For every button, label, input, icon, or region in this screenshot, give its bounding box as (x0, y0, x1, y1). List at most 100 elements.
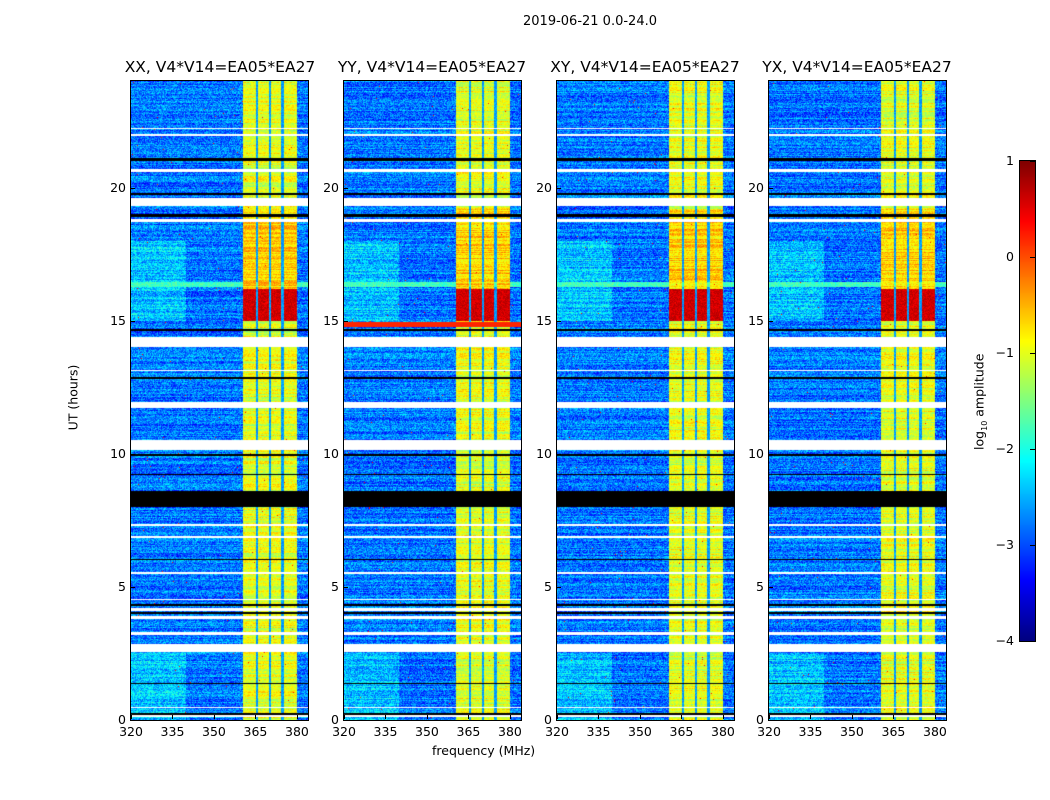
y-tick-label: 0 (544, 712, 552, 727)
heatmap-panel-yx (768, 80, 947, 721)
x-tick-label: 380 (711, 724, 735, 739)
heatmap-panel-xx (130, 80, 309, 721)
x-tick-label: 335 (373, 724, 398, 739)
y-tick-label: 20 (748, 179, 764, 195)
y-tick-label: 0 (331, 712, 339, 727)
x-tick-label: 335 (160, 724, 185, 739)
colorbar-tick-mark (1030, 353, 1035, 354)
x-tick-mark (557, 715, 558, 719)
colorbar-tick-label: −3 (995, 537, 1014, 552)
x-tick-label: 320 (332, 724, 356, 739)
y-tick-mark (769, 320, 773, 322)
x-tick-label: 365 (243, 724, 268, 739)
x-tick-label: 350 (840, 724, 864, 739)
x-tick-mark (934, 715, 936, 719)
y-tick-mark (557, 187, 561, 189)
x-tick-mark (172, 715, 174, 719)
heatmap-yx (769, 81, 946, 720)
x-tick-mark (681, 715, 683, 719)
x-tick-mark (769, 715, 770, 719)
panel-title-xy: XY, V4*V14=EA05*EA27 (550, 58, 740, 76)
x-tick-mark (810, 715, 812, 719)
x-tick-mark (639, 715, 641, 719)
panel-title-yy: YY, V4*V14=EA05*EA27 (337, 58, 527, 76)
y-tick-label: 0 (118, 712, 126, 727)
colorbar-tick-mark (1030, 161, 1035, 162)
y-tick-mark (344, 453, 348, 455)
colorbar-tick-label: −2 (995, 441, 1014, 456)
y-tick-mark (344, 187, 348, 189)
y-tick-mark (769, 586, 773, 588)
y-tick-mark (131, 720, 135, 721)
y-tick-mark (344, 720, 348, 721)
x-tick-label: 380 (498, 724, 522, 739)
y-tick-label: 15 (536, 312, 552, 328)
y-tick-label: 0 (756, 712, 764, 727)
y-tick-label: 5 (118, 578, 126, 594)
y-axis-label: UT (hours) (65, 364, 81, 431)
y-tick-label: 10 (110, 445, 126, 461)
x-tick-label: 365 (456, 724, 481, 739)
x-tick-label: 320 (757, 724, 781, 739)
y-tick-label: 5 (331, 578, 339, 594)
x-tick-label: 365 (669, 724, 694, 739)
y-tick-label: 15 (323, 312, 339, 328)
y-tick-mark (557, 586, 561, 588)
colorbar-label: log10 amplitude (971, 353, 989, 450)
colorbar-tick-label: 1 (1006, 153, 1014, 168)
x-tick-label: 380 (923, 724, 947, 739)
heatmap-panel-xy (556, 80, 735, 721)
y-tick-mark (769, 187, 773, 189)
x-tick-label: 350 (628, 724, 652, 739)
colorbar-tick-label: −1 (995, 345, 1014, 360)
y-tick-label: 10 (323, 445, 339, 461)
y-tick-label: 15 (110, 312, 126, 328)
y-tick-mark (557, 720, 561, 721)
y-tick-label: 15 (748, 312, 764, 328)
y-tick-mark (131, 187, 135, 189)
colorbar-tick-label: 0 (1006, 249, 1014, 264)
x-tick-label: 335 (586, 724, 611, 739)
y-tick-mark (557, 453, 561, 455)
x-tick-label: 350 (202, 724, 226, 739)
heatmap-xx (131, 81, 308, 720)
y-tick-label: 5 (544, 578, 552, 594)
colorbar (1019, 160, 1036, 642)
x-tick-mark (131, 715, 132, 719)
y-tick-mark (557, 320, 561, 322)
colorbar-tick-mark (1030, 257, 1035, 258)
x-axis-label: frequency (MHz) (432, 743, 536, 758)
x-tick-mark (344, 715, 345, 719)
panel-title-yx: YX, V4*V14=EA05*EA27 (762, 58, 952, 76)
y-tick-mark (344, 320, 348, 322)
heatmap-panel-yy (343, 80, 522, 721)
x-tick-label: 350 (415, 724, 439, 739)
y-tick-label: 10 (536, 445, 552, 461)
x-tick-mark (509, 715, 511, 719)
y-tick-label: 10 (748, 445, 764, 461)
x-tick-mark (385, 715, 387, 719)
x-tick-label: 320 (119, 724, 143, 739)
x-tick-mark (296, 715, 298, 719)
x-tick-mark (598, 715, 600, 719)
heatmap-xy (557, 81, 734, 720)
x-tick-label: 365 (881, 724, 906, 739)
y-tick-mark (131, 586, 135, 588)
y-tick-mark (769, 720, 773, 721)
y-tick-mark (131, 453, 135, 455)
x-tick-mark (426, 715, 428, 719)
colorbar-tick-mark (1030, 449, 1035, 450)
y-tick-mark (344, 586, 348, 588)
colorbar-tick-label: −4 (995, 633, 1014, 648)
x-tick-mark (468, 715, 470, 719)
x-tick-mark (851, 715, 853, 719)
colorbar-tick-mark (1030, 545, 1035, 546)
x-tick-mark (255, 715, 257, 719)
y-tick-label: 20 (536, 179, 552, 195)
x-tick-mark (893, 715, 895, 719)
y-tick-label: 20 (110, 179, 126, 195)
y-tick-label: 5 (756, 578, 764, 594)
x-tick-label: 335 (798, 724, 823, 739)
figure-title: 2019-06-21 0.0-24.0 (523, 14, 657, 29)
